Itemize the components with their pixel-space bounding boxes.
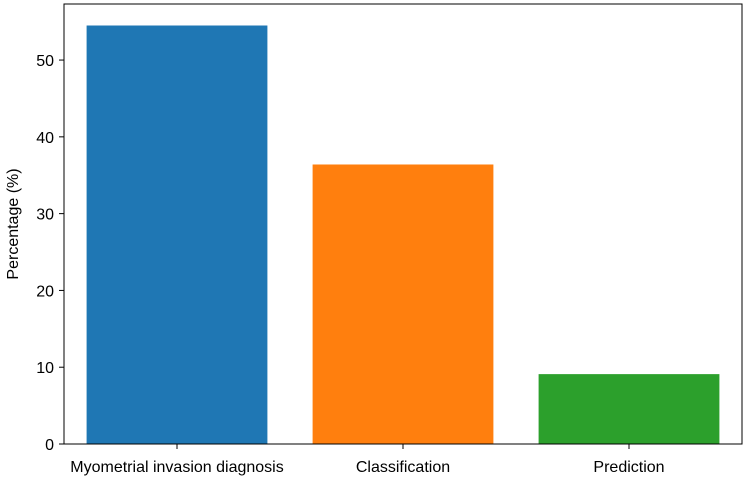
y-axis: 0 10 20 30 40 50: [36, 53, 64, 454]
x-tick-label: Classification: [356, 459, 450, 476]
x-tick-label: Prediction: [593, 459, 664, 476]
bar-3: [538, 374, 720, 444]
plot-frame: [63, 3, 743, 445]
bars-group: [86, 25, 720, 445]
y-tick-label: 50: [36, 53, 54, 70]
bar-1: [86, 25, 268, 444]
y-tick-label: 0: [45, 437, 54, 454]
y-axis-label: Percentage (%): [5, 168, 22, 279]
y-tick-label: 20: [36, 283, 54, 300]
x-axis: Myometrial invasion diagnosis Classificat…: [70, 444, 665, 476]
y-tick-label: 10: [36, 360, 54, 377]
y-tick-label: 30: [36, 207, 54, 224]
x-tick-label: Myometrial invasion diagnosis: [70, 459, 283, 476]
bar-2: [312, 164, 494, 445]
y-tick-label: 40: [36, 130, 54, 147]
